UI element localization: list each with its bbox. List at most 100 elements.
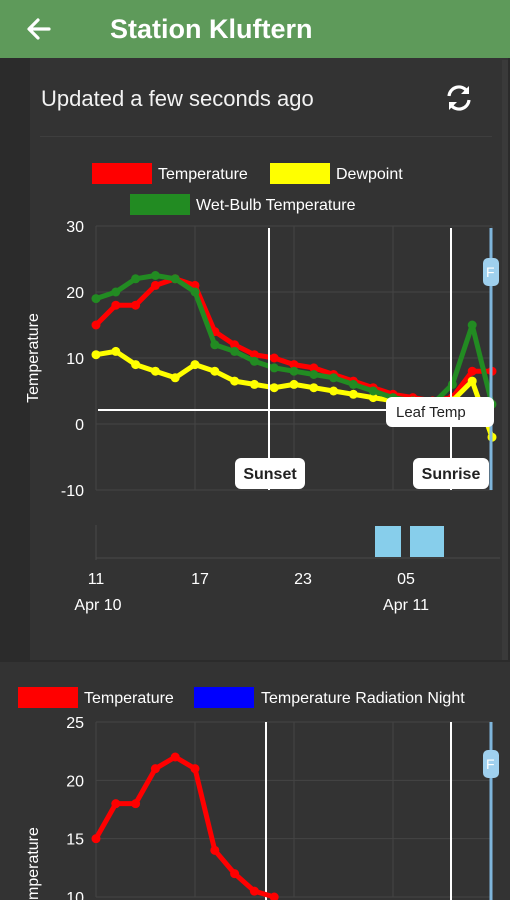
legend-swatch-temperature: [92, 163, 152, 184]
sunset-label: Sunset: [243, 466, 297, 483]
x-tick-label: 05: [397, 571, 415, 588]
data-point: [230, 340, 240, 350]
data-point: [368, 393, 378, 403]
data-point: [269, 363, 279, 373]
data-point: [309, 363, 319, 373]
data-point: [329, 386, 339, 396]
back-button[interactable]: [22, 12, 56, 46]
data-point: [210, 366, 220, 376]
y-tick-label: 10: [66, 351, 84, 368]
x-tick-label: 17: [191, 571, 209, 588]
data-point: [111, 799, 121, 809]
y-tick-label: 30: [66, 219, 84, 236]
data-point: [91, 294, 101, 304]
data-point: [269, 383, 279, 393]
data-point: [249, 356, 259, 366]
data-point: [131, 799, 141, 809]
data-point: [329, 373, 339, 383]
legend-wetbulb: Wet-Bulb Temperature: [196, 197, 356, 214]
legend-swatch-temperature: [18, 687, 78, 708]
refresh-icon: [447, 85, 471, 111]
y-tick-label: 15: [66, 832, 84, 849]
y-tick-label: 25: [66, 715, 84, 732]
data-point: [131, 274, 141, 284]
data-point: [309, 370, 319, 379]
data-point: [348, 379, 358, 389]
x-tick-date: Apr 11: [383, 597, 429, 614]
divider: [40, 136, 492, 137]
data-point: [131, 360, 141, 370]
data-point: [111, 346, 121, 356]
legend-radiation-night: Temperature Radiation Night: [261, 690, 465, 707]
sunrise-label-box: [413, 458, 489, 489]
page-title: Station Kluftern: [110, 13, 313, 44]
data-point: [249, 886, 259, 896]
flag-marker-label: F: [486, 756, 495, 772]
legend-swatch-wetbulb: [130, 194, 190, 215]
data-point: [249, 350, 259, 360]
y-tick-label: 20: [66, 285, 84, 302]
sunrise-label: Sunrise: [422, 466, 481, 483]
scrollbar[interactable]: [502, 60, 508, 660]
data-point: [249, 379, 259, 389]
refresh-button[interactable]: [443, 82, 475, 114]
data-point: [447, 379, 457, 389]
legend-temperature: Temperature: [158, 166, 248, 183]
flag-marker[interactable]: [483, 750, 499, 778]
flag-marker-label: F: [486, 264, 495, 280]
data-point: [289, 360, 299, 370]
data-point: [150, 280, 160, 290]
data-point: [170, 752, 180, 762]
data-point: [91, 320, 101, 330]
data-point: [111, 300, 121, 310]
data-point: [289, 379, 299, 389]
data-point: [289, 366, 299, 376]
x-tick-label: 11: [88, 571, 105, 588]
y-axis-label: Temperature: [25, 313, 42, 403]
data-point: [230, 376, 240, 386]
y-tick-label: -10: [61, 483, 84, 500]
data-point: [269, 353, 279, 363]
data-point: [269, 892, 279, 900]
data-point: [210, 845, 220, 855]
data-point: [91, 834, 101, 844]
data-point: [210, 340, 220, 350]
data-point: [467, 366, 477, 376]
data-point: [467, 376, 477, 386]
data-point: [91, 350, 101, 360]
data-point: [190, 764, 200, 774]
data-point: [348, 389, 358, 399]
data-point: [309, 383, 319, 393]
main-chart: Temperature Dewpoint Wet-Bulb Temperatur…: [25, 163, 500, 614]
data-point: [467, 320, 477, 330]
legend-swatch-radiation-night: [194, 687, 254, 708]
x-tick-label: 23: [294, 571, 312, 588]
data-point: [230, 346, 240, 356]
data-point: [150, 271, 160, 280]
flag-marker[interactable]: [483, 258, 499, 286]
timeline-block[interactable]: [410, 526, 444, 557]
legend-swatch-dewpoint: [270, 163, 330, 184]
data-point: [368, 386, 378, 396]
data-point: [230, 869, 240, 879]
leaf-temp-label-box: [386, 397, 494, 427]
y-tick-label: 10: [66, 890, 84, 900]
y-tick-label: 0: [75, 417, 84, 434]
x-tick-date: Apr 10: [74, 597, 121, 614]
data-point: [170, 373, 180, 383]
data-point: [111, 287, 121, 297]
data-point: [150, 366, 160, 376]
data-point: [170, 274, 180, 284]
data-point: [190, 287, 200, 297]
timeline-block[interactable]: [375, 526, 401, 557]
y-axis-label: Temperature: [25, 827, 42, 900]
updated-status: Updated a few seconds ago: [41, 86, 314, 111]
legend-dewpoint: Dewpoint: [336, 166, 403, 183]
leaf-temp-label: Leaf Temp: [396, 404, 466, 421]
sunset-label-box: [235, 458, 305, 489]
data-point: [150, 764, 160, 774]
arrow-left-icon: [27, 18, 51, 40]
series-line-temperature: [93, 754, 275, 900]
app-bar: Station Kluftern: [0, 0, 510, 58]
y-tick-label: 20: [66, 773, 84, 790]
